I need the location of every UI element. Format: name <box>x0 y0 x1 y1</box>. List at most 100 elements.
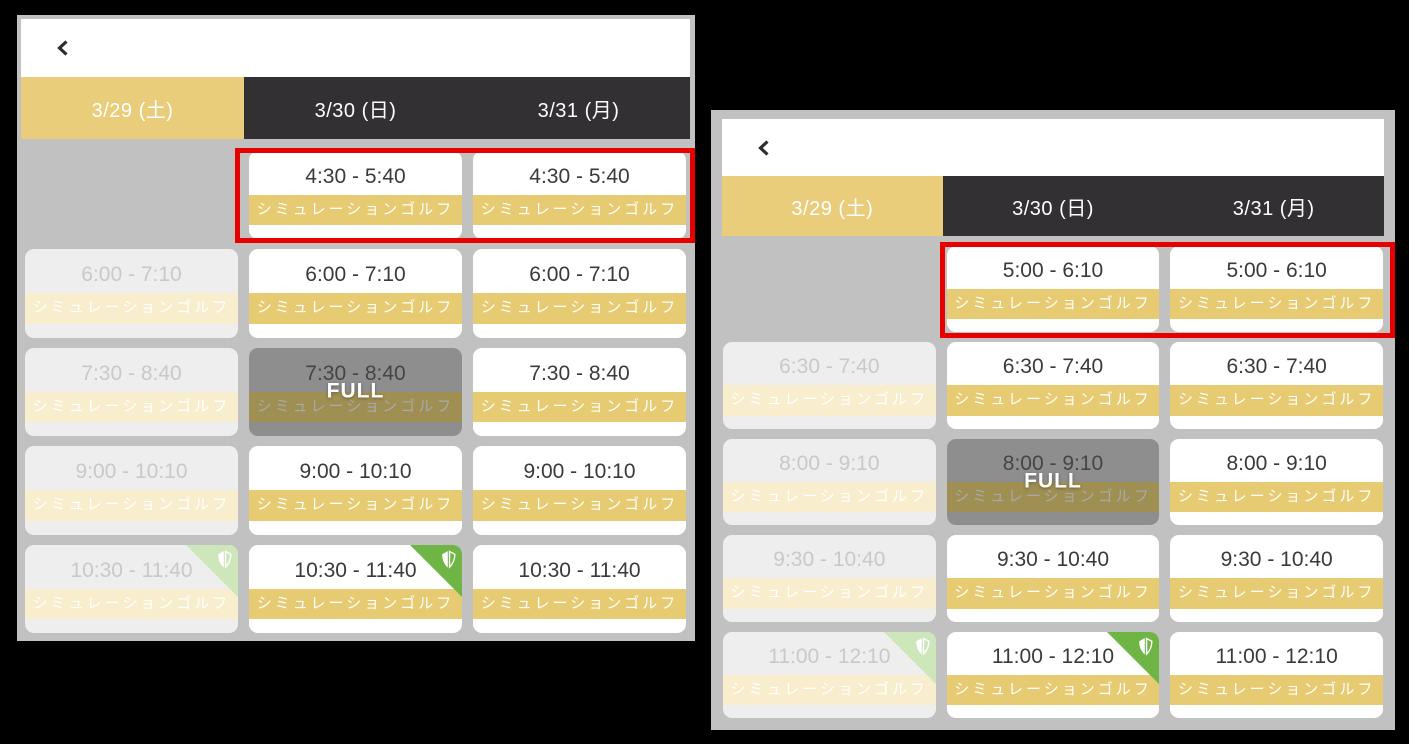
service-badge: シミュレーションゴルフ <box>473 194 686 226</box>
service-badge: シミュレーションゴルフ <box>25 588 238 620</box>
service-badge: シミュレーションゴルフ <box>25 490 238 521</box>
timeslot-time: 7:30 - 8:40 <box>305 361 406 385</box>
service-badge: シミュレーションゴルフ <box>249 194 462 226</box>
timeslot-time: 9:00 - 10:10 <box>523 460 636 484</box>
timeslot-time: 8:00 - 9:10 <box>1002 451 1104 475</box>
booking-panel-right: 3/29 (土) 3/30 (日) 3/31 (月) 5:00 - 6:10 シミュレ… <box>711 110 1395 730</box>
tab-date-0[interactable]: 3/29 (土) <box>21 77 244 139</box>
chevron-left-icon <box>56 40 69 56</box>
timeslot-card: 9:00 - 10:10 シミュレーションゴルフ <box>25 446 238 535</box>
full-label: FULL <box>1024 469 1082 493</box>
timeslot-time: 6:00 - 7:10 <box>81 263 182 287</box>
service-badge: シミュレーションゴルフ <box>249 391 462 423</box>
timeslot-card[interactable]: 9:00 - 10:10 シミュレーションゴルフ <box>249 446 462 535</box>
full-label: FULL <box>326 379 385 403</box>
timeslot-grid: 5:00 - 6:10 シミュレーションゴルフ 5:00 - 6:10 シミュレーショ… <box>722 236 1384 718</box>
timeslot-card: 11:00 - 12:10 シミュレーションゴルフ <box>723 631 936 718</box>
timeslot-time: 4:30 - 5:40 <box>529 164 630 188</box>
panel-body: 3/29 (土) 3/30 (日) 3/31 (月) 5:00 - 6:10 シミュレ… <box>722 119 1395 718</box>
timeslot-time: 6:30 - 7:40 <box>779 355 880 379</box>
panel-header <box>722 119 1384 176</box>
timeslot-card[interactable]: 4:30 - 5:40 シミュレーションゴルフ <box>473 151 686 240</box>
service-badge: シミュレーションゴルフ <box>946 288 1160 320</box>
tab-date-1[interactable]: 3/30 (日) <box>942 176 1164 236</box>
service-badge: シミュレーションゴルフ <box>946 578 1160 609</box>
empty-slot <box>25 151 238 239</box>
timeslot-card: 10:30 - 11:40 シミュレーションゴルフ <box>25 544 238 633</box>
back-button[interactable] <box>49 35 75 61</box>
service-badge: シミュレーションゴルフ <box>946 385 1160 416</box>
timeslot-time: 9:30 - 10:40 <box>773 548 886 572</box>
date-tabs: 3/29 (土) 3/30 (日) 3/31 (月) <box>21 77 690 139</box>
beginner-mark-icon <box>440 549 457 570</box>
service-badge: シミュレーションゴルフ <box>25 391 238 423</box>
timeslot-card: 8:00 - 9:10 シミュレーションゴルフ FULL <box>946 438 1160 526</box>
timeslot-time: 5:00 - 6:10 <box>1226 258 1327 282</box>
tab-date-0[interactable]: 3/29 (土) <box>722 176 943 236</box>
service-badge: シミュレーションゴルフ <box>249 293 462 324</box>
service-badge: シミュレーションゴルフ <box>1170 481 1383 513</box>
timeslot-time: 11:00 - 12:10 <box>991 644 1115 668</box>
timeslot-grid: 4:30 - 5:40 シミュレーションゴルフ 4:30 - 5:40 シミュレーショ… <box>21 139 690 633</box>
timeslot-time: 8:00 - 9:10 <box>779 451 880 475</box>
service-badge: シミュレーションゴルフ <box>249 588 462 620</box>
beginner-mark-icon <box>1137 636 1154 657</box>
beginner-mark-icon <box>216 549 233 570</box>
timeslot-card[interactable]: 10:30 - 11:40 シミュレーションゴルフ <box>473 544 686 633</box>
timeslot-card[interactable]: 8:00 - 9:10 シミュレーションゴルフ <box>1170 438 1383 526</box>
service-badge: シミュレーションゴルフ <box>249 490 462 521</box>
timeslot-card: 8:00 - 9:10 シミュレーションゴルフ <box>723 438 936 526</box>
service-badge: シミュレーションゴルフ <box>25 293 238 324</box>
timeslot-time: 7:30 - 8:40 <box>529 361 630 385</box>
service-badge: シミュレーションゴルフ <box>723 481 936 513</box>
timeslot-card[interactable]: 9:30 - 10:40 シミュレーションゴルフ <box>946 535 1160 622</box>
timeslot-card[interactable]: 5:00 - 6:10 シミュレーションゴルフ <box>946 246 1160 333</box>
timeslot-card: 6:30 - 7:40 シミュレーションゴルフ <box>723 342 936 429</box>
timeslot-time: 8:00 - 9:10 <box>1226 451 1327 475</box>
date-tabs: 3/29 (土) 3/30 (日) 3/31 (月) <box>722 176 1385 236</box>
tab-date-2[interactable]: 3/31 (月) <box>1163 176 1385 236</box>
timeslot-card[interactable]: 10:30 - 11:40 シミュレーションゴルフ <box>249 544 462 633</box>
booking-panel-left: 3/29 (土) 3/30 (日) 3/31 (月) 4:30 - 5:40 シミュレ… <box>17 15 695 641</box>
timeslot-card[interactable]: 11:00 - 12:10 シミュレーションゴルフ <box>1170 631 1383 718</box>
service-badge: シミュレーションゴルフ <box>723 578 936 609</box>
timeslot-card[interactable]: 6:30 - 7:40 シミュレーションゴルフ <box>946 342 1160 429</box>
timeslot-card[interactable]: 6:00 - 7:10 シミュレーションゴルフ <box>249 249 462 338</box>
timeslot-card: 7:30 - 8:40 シミュレーションゴルフ <box>25 347 238 437</box>
timeslot-time: 10:30 - 11:40 <box>294 558 417 582</box>
timeslot-card[interactable]: 7:30 - 8:40 シミュレーションゴルフ <box>473 347 686 437</box>
timeslot-card[interactable]: 6:00 - 7:10 シミュレーションゴルフ <box>473 249 686 338</box>
service-badge: シミュレーションゴルフ <box>946 481 1160 513</box>
service-badge: シミュレーションゴルフ <box>473 293 686 324</box>
timeslot-time: 9:30 - 10:40 <box>996 548 1110 572</box>
timeslot-time: 6:30 - 7:40 <box>1226 355 1327 379</box>
beginner-mark-icon <box>914 636 931 657</box>
timeslot-time: 11:00 - 12:10 <box>768 644 891 668</box>
timeslot-time: 9:00 - 10:10 <box>75 460 188 484</box>
chevron-left-icon <box>757 139 770 156</box>
timeslot-time: 5:00 - 6:10 <box>1002 258 1104 282</box>
empty-slot <box>723 246 936 332</box>
tab-date-2[interactable]: 3/31 (月) <box>467 77 690 139</box>
tab-date-1[interactable]: 3/30 (日) <box>244 77 467 139</box>
timeslot-card: 7:30 - 8:40 シミュレーションゴルフ FULL <box>249 347 462 437</box>
timeslot-card[interactable]: 4:30 - 5:40 シミュレーションゴルフ <box>249 151 462 240</box>
timeslot-time: 7:30 - 8:40 <box>81 361 182 385</box>
timeslot-time: 6:00 - 7:10 <box>305 263 406 287</box>
timeslot-time: 6:30 - 7:40 <box>1002 355 1104 379</box>
timeslot-time: 11:00 - 12:10 <box>1215 644 1338 668</box>
timeslot-card[interactable]: 11:00 - 12:10 シミュレーションゴルフ <box>946 631 1160 718</box>
service-badge: シミュレーションゴルフ <box>1170 674 1383 706</box>
timeslot-time: 4:30 - 5:40 <box>305 164 406 188</box>
timeslot-card[interactable]: 5:00 - 6:10 シミュレーションゴルフ <box>1170 246 1383 333</box>
panel-body: 3/29 (土) 3/30 (日) 3/31 (月) 4:30 - 5:40 シミュレ… <box>21 19 695 633</box>
timeslot-card: 9:30 - 10:40 シミュレーションゴルフ <box>723 535 936 622</box>
timeslot-card[interactable]: 6:30 - 7:40 シミュレーションゴルフ <box>1170 342 1383 429</box>
timeslot-time: 10:30 - 11:40 <box>518 558 641 582</box>
back-button[interactable] <box>750 135 776 161</box>
service-badge: シミュレーションゴルフ <box>473 588 686 620</box>
timeslot-time: 9:00 - 10:10 <box>299 460 412 484</box>
timeslot-card[interactable]: 9:30 - 10:40 シミュレーションゴルフ <box>1170 535 1383 622</box>
timeslot-card: 6:00 - 7:10 シミュレーションゴルフ <box>25 249 238 338</box>
timeslot-card[interactable]: 9:00 - 10:10 シミュレーションゴルフ <box>473 446 686 535</box>
